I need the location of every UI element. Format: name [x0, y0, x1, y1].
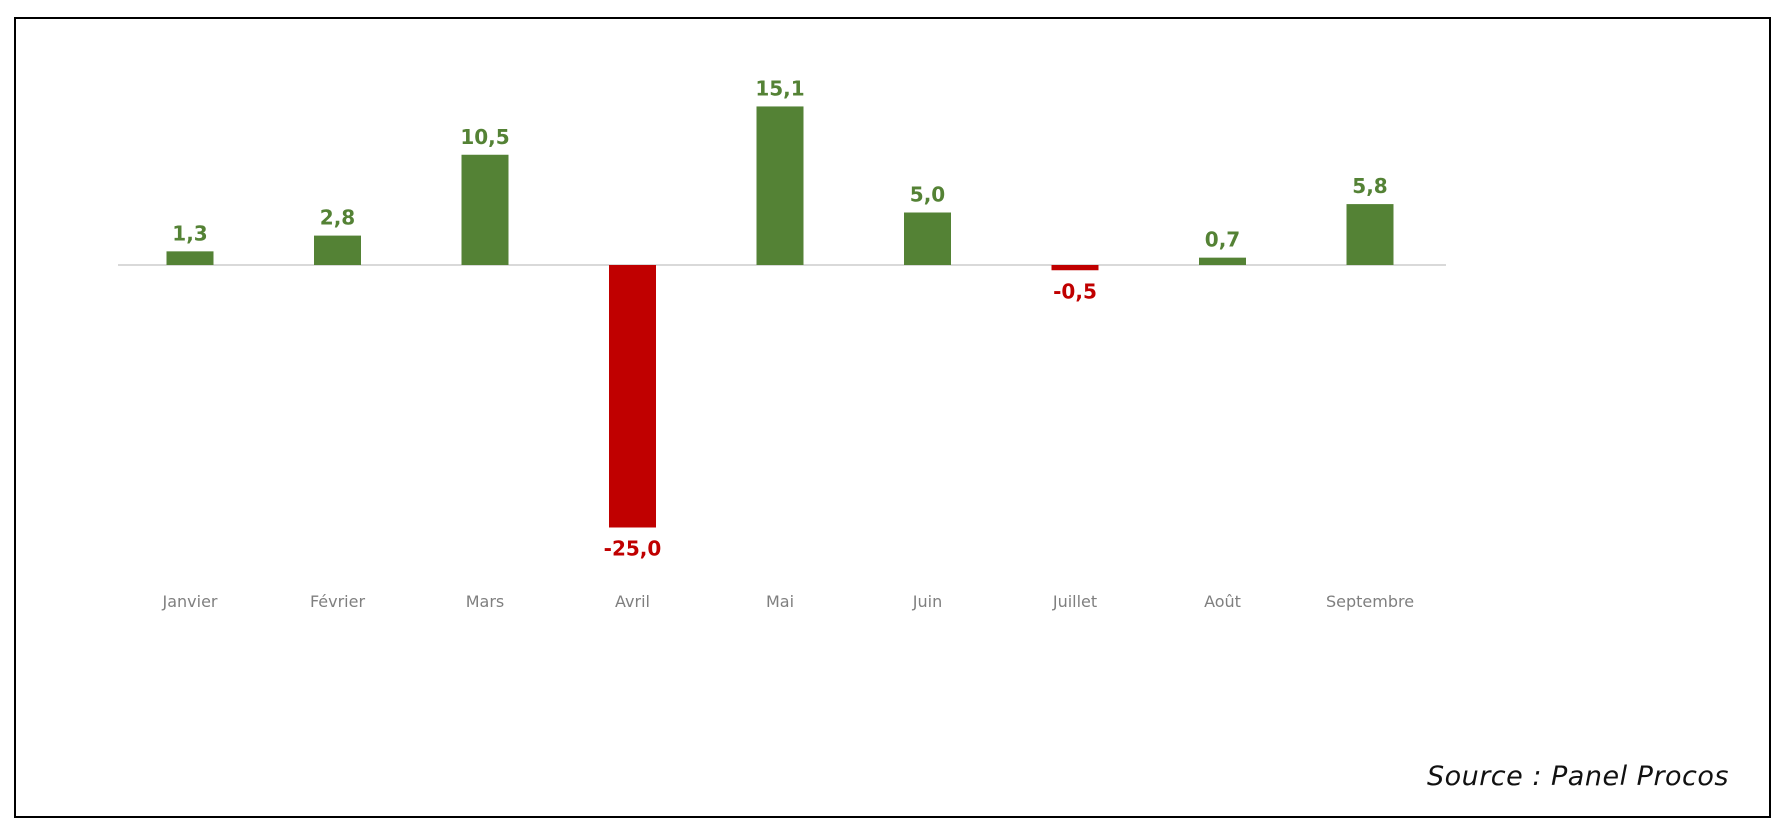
- data-label-5: 15,1: [755, 76, 804, 100]
- bar-9: [1346, 204, 1394, 265]
- category-label-6: Juin: [912, 592, 942, 611]
- category-label-5: Mai: [766, 592, 794, 611]
- category-label-9: Septembre: [1326, 592, 1414, 611]
- bar-7: [1051, 265, 1099, 271]
- category-label-7: Juillet: [1052, 592, 1097, 611]
- source-note: Source : Panel Procos: [1426, 761, 1729, 792]
- bar-2: [314, 235, 361, 265]
- chart-frame: 1,3 Janvier 2,8 Février 10,5 Mars -25,0 Avril 15…: [14, 17, 1771, 818]
- data-label-3: 10,5: [460, 125, 509, 149]
- bar-5: [756, 106, 804, 265]
- data-label-4: -25,0: [604, 537, 662, 561]
- data-label-7: -0,5: [1053, 279, 1097, 303]
- data-label-8: 0,7: [1205, 228, 1240, 252]
- data-label-9: 5,8: [1352, 174, 1387, 198]
- category-label-2: Février: [310, 592, 366, 611]
- bar-1: [166, 251, 214, 265]
- bar-6: [904, 212, 951, 265]
- data-label-1: 1,3: [172, 221, 207, 245]
- bar-4: [609, 265, 656, 528]
- category-label-3: Mars: [466, 592, 505, 611]
- data-label-6: 5,0: [910, 183, 945, 207]
- data-label-2: 2,8: [320, 206, 355, 230]
- bar-3: [461, 154, 509, 265]
- category-label-8: Août: [1204, 592, 1241, 611]
- bar-chart: 1,3 Janvier 2,8 Février 10,5 Mars -25,0 Avril 15…: [118, 76, 1446, 611]
- category-label-1: Janvier: [162, 592, 218, 611]
- bar-8: [1199, 257, 1246, 265]
- category-label-4: Avril: [615, 592, 650, 611]
